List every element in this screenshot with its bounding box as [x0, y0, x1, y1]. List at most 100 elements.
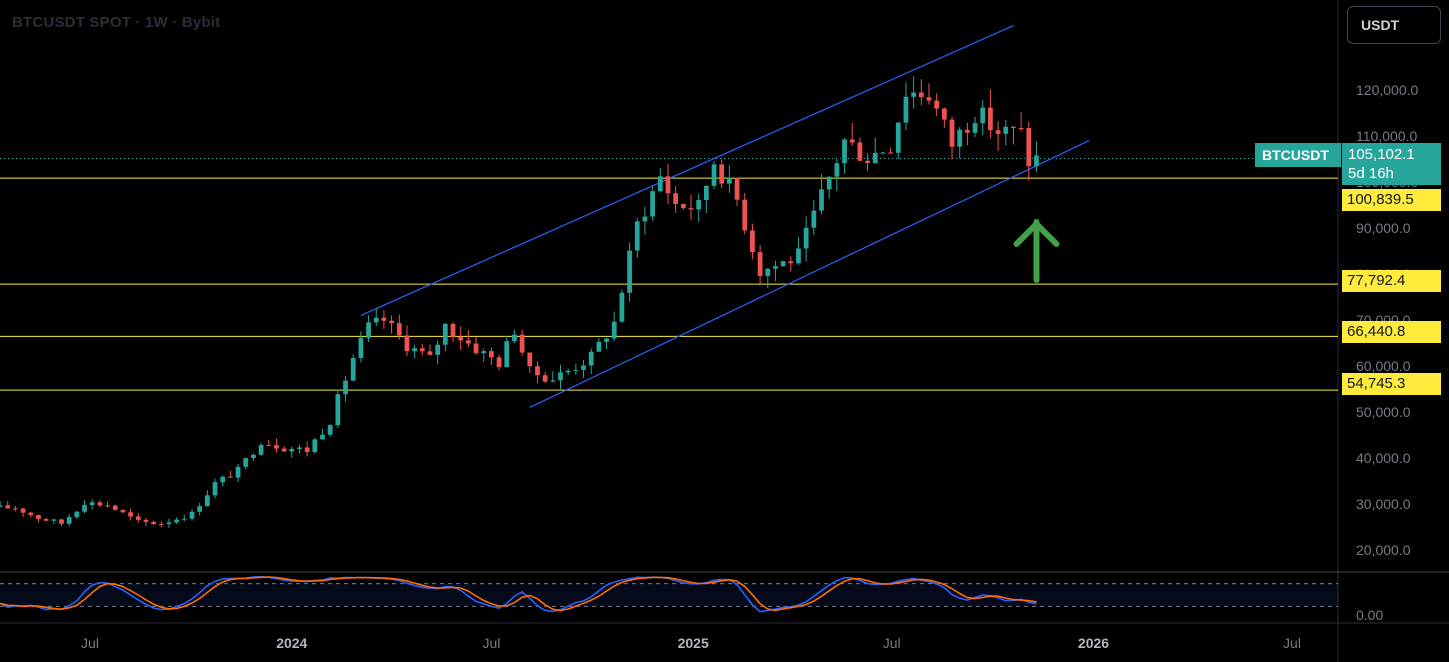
candle-body — [657, 176, 663, 192]
candle-body — [535, 366, 540, 376]
y-tick-label: 120,000.0 — [1356, 82, 1418, 98]
candle-body — [665, 176, 671, 194]
candle — [281, 446, 287, 452]
candle-body — [404, 335, 410, 352]
candle — [834, 159, 840, 192]
candle — [757, 244, 763, 284]
candle-body — [1011, 126, 1016, 128]
candle — [911, 76, 917, 109]
candle-body — [366, 322, 371, 338]
candle-body — [941, 108, 947, 120]
candle — [934, 93, 940, 117]
candle — [657, 167, 663, 193]
candle — [489, 347, 494, 366]
candle — [957, 127, 963, 159]
candle — [243, 457, 249, 470]
candle-body — [473, 343, 479, 354]
candle-body — [765, 268, 771, 276]
candle-body — [258, 444, 264, 455]
candle-body — [327, 425, 333, 435]
candle — [412, 344, 418, 359]
candle-body — [972, 123, 978, 133]
candle — [350, 354, 356, 382]
candle — [97, 500, 103, 508]
candle — [849, 122, 855, 146]
candle — [680, 203, 686, 210]
candle-body — [1026, 128, 1032, 167]
candle-body — [634, 221, 640, 251]
candle — [565, 368, 571, 376]
x-tick-label: Jul — [1283, 635, 1301, 651]
candle-body — [304, 447, 310, 453]
candle-body — [320, 434, 325, 440]
candle-body — [742, 199, 748, 231]
candle-body — [604, 338, 609, 342]
candle — [773, 260, 778, 282]
candle-body — [1018, 127, 1024, 129]
candle-body — [89, 502, 95, 506]
candle — [312, 437, 318, 455]
stoch-k-line — [0, 575, 1037, 613]
y-tick-label: 40,000.0 — [1356, 450, 1411, 466]
candle-body — [212, 482, 218, 496]
y-tick-label: 60,000.0 — [1356, 358, 1411, 374]
candle-body — [957, 129, 963, 147]
candle-body — [266, 444, 272, 446]
candle — [181, 514, 187, 522]
level-tag-2: 77,792.4 — [1342, 270, 1441, 292]
candle — [212, 478, 218, 499]
candle-body — [918, 92, 924, 98]
candle — [918, 79, 924, 106]
stoch-band-fill — [0, 583, 1338, 607]
candle-body — [166, 522, 172, 525]
candle — [227, 470, 233, 478]
candle-body — [28, 512, 34, 516]
candle — [988, 89, 993, 139]
candle-body — [596, 341, 602, 352]
candle — [20, 507, 26, 517]
candle-body — [550, 380, 556, 382]
candle-body — [542, 375, 548, 382]
candle-body — [988, 107, 993, 131]
candle — [796, 237, 801, 265]
candle — [588, 348, 594, 375]
candle — [297, 444, 302, 454]
candle — [151, 520, 156, 525]
candle-body — [926, 97, 932, 101]
candle-body — [558, 372, 563, 381]
candle — [89, 499, 95, 510]
candle — [1034, 141, 1039, 173]
candle — [627, 242, 632, 302]
candle-body — [911, 92, 917, 97]
candle — [235, 463, 241, 483]
candle-body — [757, 252, 763, 276]
candle — [734, 177, 740, 207]
currency-button[interactable]: USDT — [1347, 6, 1441, 44]
candle — [558, 364, 563, 390]
candle-body — [1003, 126, 1009, 134]
candle — [266, 439, 272, 446]
candle — [389, 315, 394, 334]
candle-body — [934, 100, 940, 109]
candle — [373, 308, 379, 327]
candle — [688, 194, 694, 221]
candle — [650, 186, 655, 221]
candle — [611, 311, 617, 341]
candle — [1026, 121, 1032, 181]
stoch-d-line — [0, 576, 1037, 612]
level-tag-4: 54,745.3 — [1342, 373, 1441, 395]
candle — [220, 475, 226, 487]
candle — [450, 322, 456, 342]
candle-body — [120, 509, 126, 513]
candle — [197, 502, 203, 516]
candle — [788, 256, 794, 272]
candle — [458, 326, 464, 350]
candle-body — [857, 142, 863, 161]
symbol-price-label: BTCUSDT — [1255, 143, 1341, 167]
candle-body — [865, 160, 870, 164]
candle-body — [588, 351, 594, 366]
candle-body — [719, 164, 725, 184]
candle — [941, 107, 947, 128]
candle-body — [312, 439, 318, 453]
